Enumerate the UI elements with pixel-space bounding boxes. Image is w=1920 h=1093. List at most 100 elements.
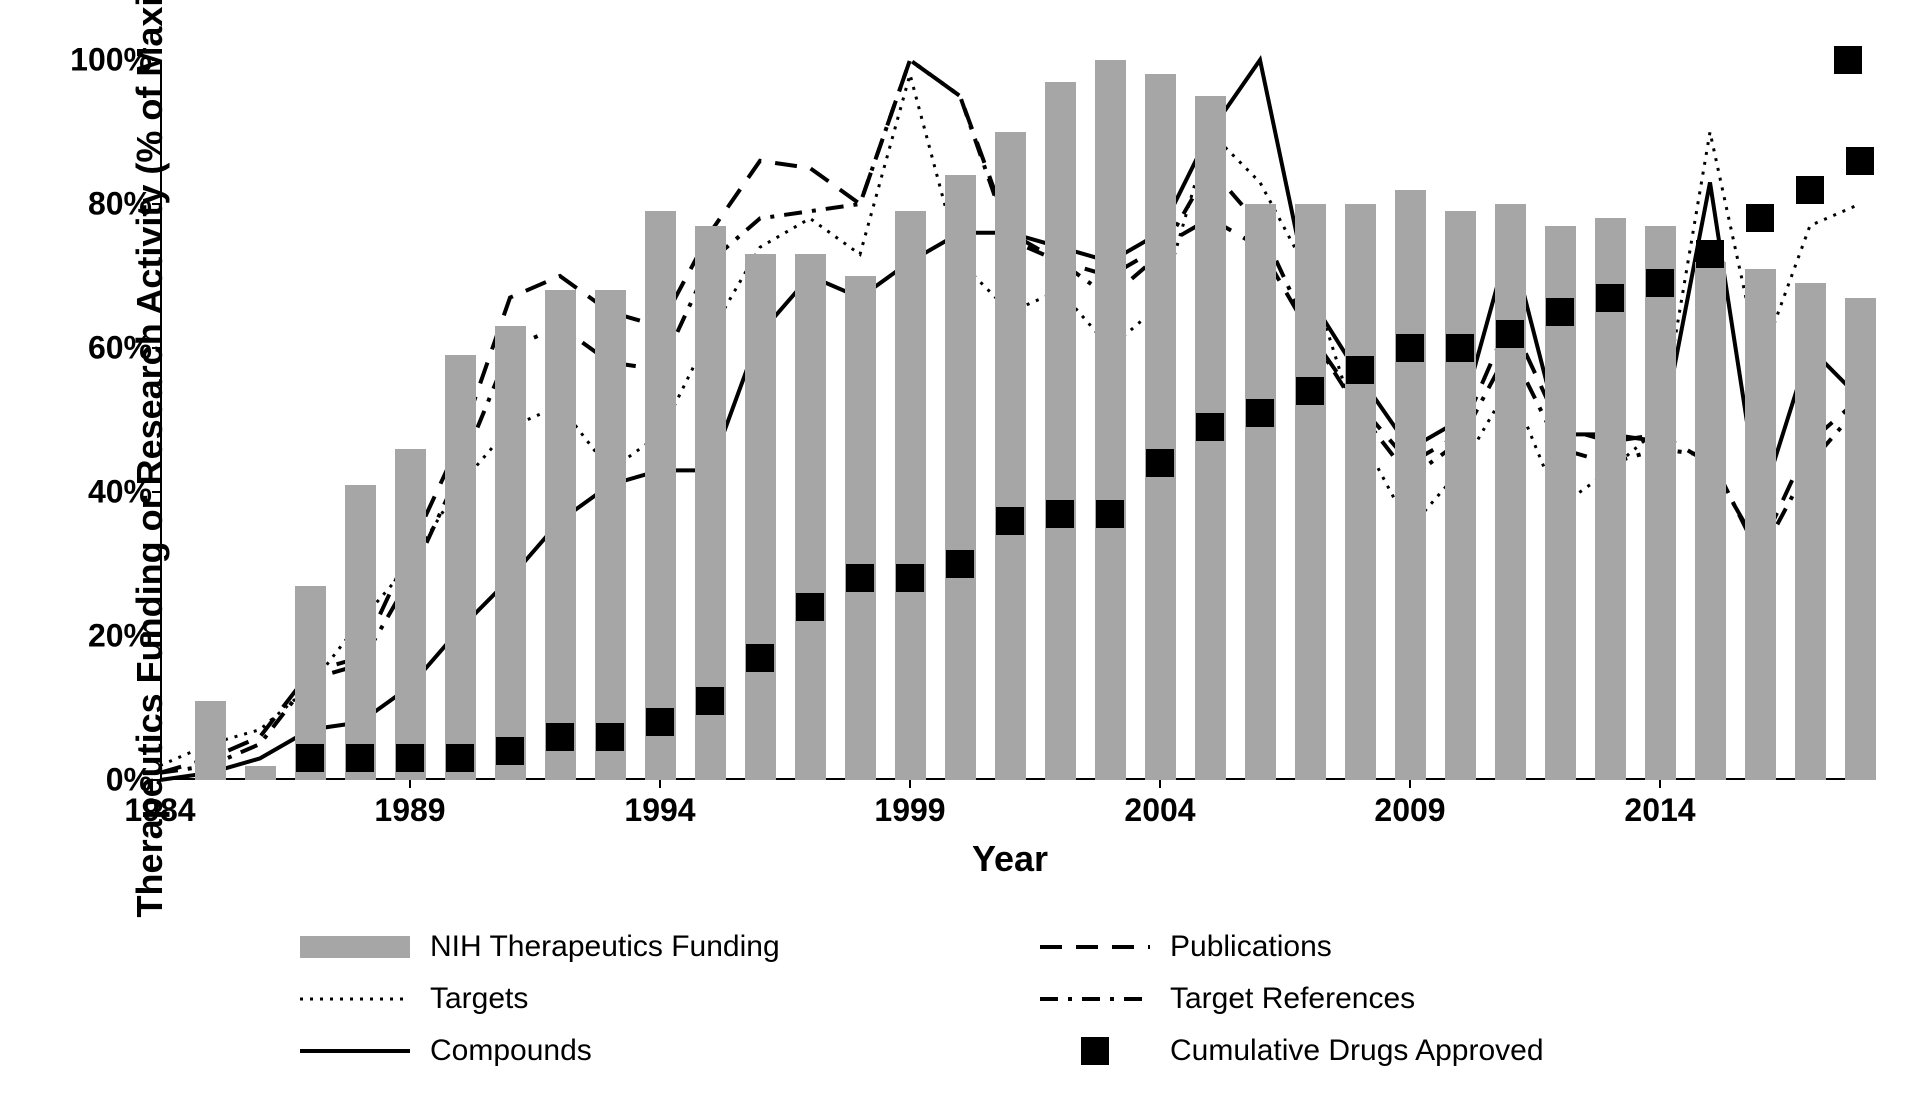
marker xyxy=(1796,176,1824,204)
legend-item: Cumulative Drugs Approved xyxy=(1040,1034,1700,1068)
marker xyxy=(446,744,474,772)
x-tick-label: 2014 xyxy=(1624,792,1695,829)
marker xyxy=(546,723,574,751)
marker xyxy=(1146,449,1174,477)
bar xyxy=(845,276,876,780)
marker xyxy=(746,644,774,672)
x-tick-label: 1994 xyxy=(624,792,695,829)
marker xyxy=(1446,334,1474,362)
marker xyxy=(1846,147,1874,175)
legend-swatch xyxy=(1040,933,1150,961)
marker xyxy=(1834,46,1862,74)
x-tick-label: 1989 xyxy=(374,792,445,829)
y-tick-mark xyxy=(152,203,160,205)
marker xyxy=(1746,204,1774,232)
legend-swatch xyxy=(300,933,410,961)
marker xyxy=(796,593,824,621)
legend-item: Compounds xyxy=(300,1034,960,1068)
x-tick-label: 2009 xyxy=(1374,792,1445,829)
bar xyxy=(1245,204,1276,780)
legend-label: Cumulative Drugs Approved xyxy=(1170,1034,1544,1068)
legend-swatch xyxy=(300,985,410,1013)
y-tick-mark xyxy=(152,491,160,493)
legend-label: Compounds xyxy=(430,1034,592,1068)
marker xyxy=(396,744,424,772)
bar xyxy=(1145,74,1176,780)
x-tick-mark xyxy=(409,780,411,788)
x-tick-mark xyxy=(909,780,911,788)
bar xyxy=(645,211,676,780)
legend-label: Target References xyxy=(1170,982,1415,1016)
bar xyxy=(1045,82,1076,780)
legend: NIH Therapeutics Funding Publications Targ… xyxy=(300,930,1700,1068)
legend-swatch xyxy=(300,1037,410,1065)
bar xyxy=(1095,60,1126,780)
bar xyxy=(245,766,276,780)
bar xyxy=(1495,204,1526,780)
legend-item: Target References xyxy=(1040,982,1700,1016)
bar xyxy=(1695,262,1726,780)
marker xyxy=(1596,284,1624,312)
bar xyxy=(995,132,1026,780)
bar xyxy=(945,175,976,780)
bar xyxy=(795,254,826,780)
bar xyxy=(495,326,526,780)
bar xyxy=(895,211,926,780)
bar xyxy=(1795,283,1826,780)
bar xyxy=(745,254,776,780)
legend-item: NIH Therapeutics Funding xyxy=(300,930,960,964)
marker xyxy=(596,723,624,751)
marker xyxy=(1346,356,1374,384)
marker xyxy=(1296,377,1324,405)
bar xyxy=(1345,204,1376,780)
y-tick-label: 40% xyxy=(88,474,152,511)
marker xyxy=(1046,500,1074,528)
y-tick-label: 60% xyxy=(88,330,152,367)
x-axis-label: Year xyxy=(972,838,1048,880)
x-tick-label: 1984 xyxy=(124,792,195,829)
legend-label: Targets xyxy=(430,982,528,1016)
y-tick-label: 20% xyxy=(88,618,152,655)
bar xyxy=(195,701,226,780)
bar xyxy=(1395,190,1426,780)
plot-area: Therapeutics Funding or Research Activit… xyxy=(160,60,1860,780)
y-tick-mark xyxy=(152,635,160,637)
marker xyxy=(946,550,974,578)
marker xyxy=(996,507,1024,535)
bar xyxy=(395,449,426,780)
marker xyxy=(846,564,874,592)
marker xyxy=(1196,413,1224,441)
x-tick-mark xyxy=(1659,780,1661,788)
marker xyxy=(696,687,724,715)
marker xyxy=(1696,240,1724,268)
marker xyxy=(1646,269,1674,297)
x-tick-mark xyxy=(659,780,661,788)
bar xyxy=(1645,226,1676,780)
x-tick-mark xyxy=(1409,780,1411,788)
y-tick-mark xyxy=(152,347,160,349)
x-tick-mark xyxy=(159,780,161,788)
marker xyxy=(1496,320,1524,348)
legend-item: Targets xyxy=(300,982,960,1016)
x-tick-label: 2004 xyxy=(1124,792,1195,829)
marker xyxy=(1096,500,1124,528)
bar xyxy=(1845,298,1876,780)
legend-label: NIH Therapeutics Funding xyxy=(430,930,780,964)
x-tick-label: 1999 xyxy=(874,792,945,829)
bar xyxy=(1745,269,1776,780)
y-tick-label: 100% xyxy=(70,42,152,79)
legend-swatch xyxy=(1040,1037,1150,1065)
bar xyxy=(595,290,626,780)
marker xyxy=(1246,399,1274,427)
marker xyxy=(646,708,674,736)
legend-item: Publications xyxy=(1040,930,1700,964)
bar xyxy=(1295,204,1326,780)
legend-swatch xyxy=(1040,985,1150,1013)
bar xyxy=(1445,211,1476,780)
bar xyxy=(545,290,576,780)
legend-label: Publications xyxy=(1170,930,1332,964)
marker xyxy=(1546,298,1574,326)
marker xyxy=(496,737,524,765)
marker xyxy=(896,564,924,592)
marker xyxy=(346,744,374,772)
